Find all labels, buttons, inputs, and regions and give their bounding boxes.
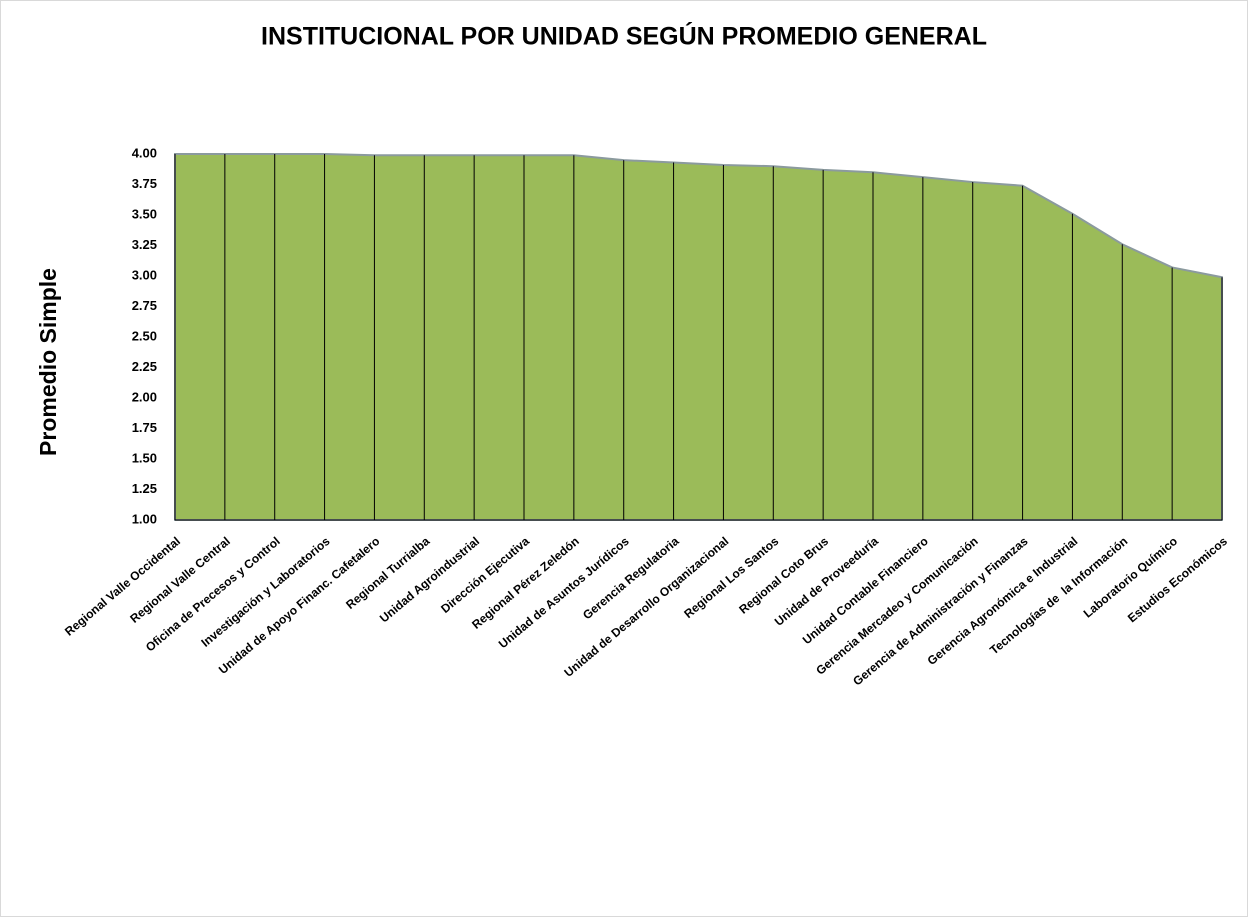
y-tick-label: 1.25: [132, 481, 157, 496]
y-tick-label: 1.75: [132, 420, 157, 435]
y-tick-label: 2.75: [132, 298, 157, 313]
y-tick-label: 2.25: [132, 359, 157, 374]
y-tick-label: 2.50: [132, 328, 157, 343]
y-tick-label: 1.50: [132, 450, 157, 465]
area: [174, 153, 1223, 521]
y-tick-label: 3.75: [132, 176, 157, 191]
chart-title: INSTITUCIONAL POR UNIDAD SEGÚN PROMEDIO …: [261, 21, 987, 51]
y-tick-label: 1.00: [132, 511, 157, 526]
y-tick-label: 4.00: [132, 145, 157, 160]
y-axis-label: Promedio Simple: [35, 268, 61, 456]
y-tick-label: 3.50: [132, 206, 157, 221]
y-tick-label: 3.25: [132, 237, 157, 252]
y-tick-label: 3.00: [132, 267, 157, 282]
y-tick-label: 2.00: [132, 389, 157, 404]
